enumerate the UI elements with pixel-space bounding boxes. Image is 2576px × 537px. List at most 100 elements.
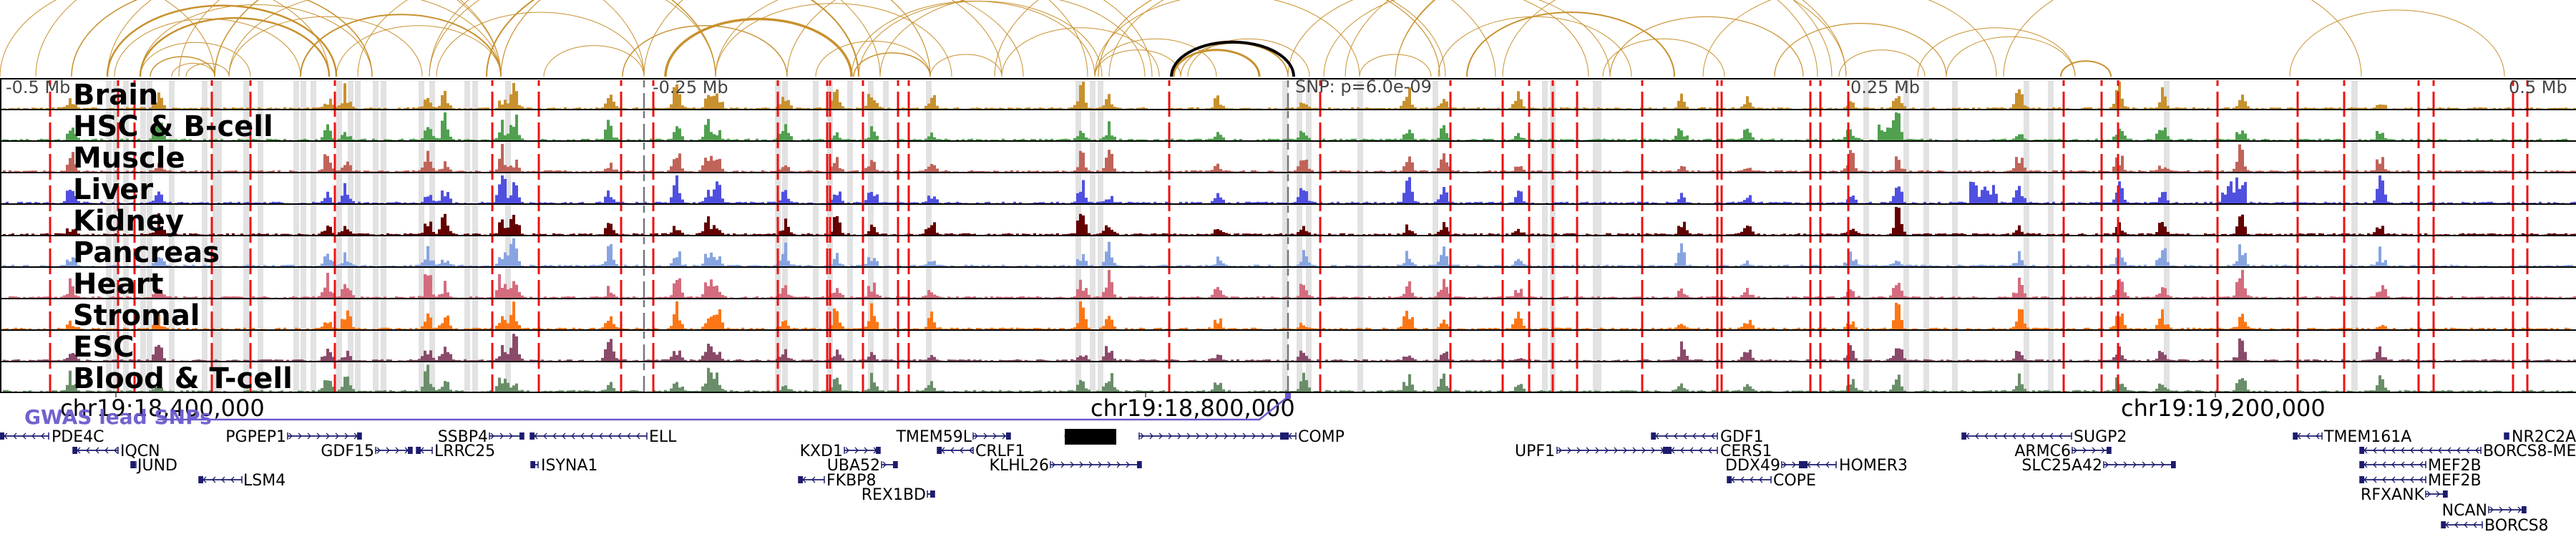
strand-forward-icon [499, 432, 504, 440]
coordinate-label-18400000: chr19:18,400,000 [60, 395, 265, 422]
gene-homer3[interactable]: HOMER3 [1802, 457, 1908, 475]
loop-arc [2289, 9, 2505, 77]
exon-block [2360, 461, 2364, 468]
gene-rex1bd[interactable]: REX1BD [862, 486, 935, 504]
strand-reverse-icon [2040, 432, 2044, 440]
exon-block [2293, 432, 2298, 440]
strand-forward-icon [376, 447, 381, 454]
gene-uba52[interactable]: UBA52 [827, 457, 898, 475]
gene-lsm4[interactable]: LSM4 [198, 472, 286, 490]
gene-fkbp8[interactable]: FKBP8 [798, 472, 876, 490]
gene-mef2b[interactable]: MEF2B [2359, 472, 2482, 490]
strand-reverse-icon [608, 432, 613, 440]
signal-track-brain [0, 82, 2576, 109]
strand-forward-icon [2101, 447, 2105, 454]
gene-crtc1[interactable]: CRTC1 [1063, 428, 1285, 446]
strand-reverse-icon [552, 432, 557, 440]
gene-crlf1[interactable]: CRLF1 [937, 442, 1025, 460]
strand-forward-icon [2499, 506, 2503, 513]
gene-gdf1[interactable]: GDF1 [1651, 428, 1764, 446]
strand-forward-icon [316, 432, 321, 440]
exon-block [408, 447, 412, 454]
loop-arc [114, 18, 301, 77]
gene-borcs8[interactable]: BORCS8 [2441, 517, 2549, 535]
strand-reverse-icon [1711, 432, 1715, 440]
strand-reverse-icon [1664, 432, 1669, 440]
gene-gdf15[interactable]: GDF15 [321, 442, 413, 460]
gene-ssbp4[interactable]: SSBP4 [438, 428, 525, 446]
axis-label-right: 0.5 Mb [2509, 77, 2567, 97]
signal-area [0, 301, 2576, 329]
gene-ddx49[interactable]: DDX49 [1725, 457, 1804, 475]
strand-forward-icon [344, 432, 348, 440]
strand-forward-icon [983, 432, 987, 440]
loop-arc [643, 0, 1088, 77]
loop-arc [1098, 0, 1440, 77]
gene-slc25a42[interactable]: SLC25A42 [2021, 457, 2176, 475]
loop-arc [1287, 0, 1589, 77]
strand-reverse-icon [2429, 447, 2433, 454]
gene-sugp2[interactable]: SUGP2 [1961, 428, 2127, 446]
gene-iqcn[interactable]: IQCN [72, 442, 160, 460]
exon-block [2360, 447, 2364, 454]
strand-forward-icon [1632, 447, 1636, 454]
strand-reverse-icon [1975, 432, 1979, 440]
gene-tmem161a[interactable]: TMEM161A [2293, 428, 2411, 446]
gene-upf1[interactable]: UPF1 [1515, 442, 1668, 460]
strand-reverse-icon [2438, 447, 2442, 454]
loop-arc [1774, 23, 1947, 77]
loop-arc [228, 0, 502, 77]
signal-area [0, 82, 2576, 109]
gene-nr2c2ap[interactable]: NR2C2AP [2504, 428, 2576, 446]
exon-block [2522, 506, 2526, 513]
gene-isyna1[interactable]: ISYNA1 [530, 457, 597, 475]
strand-reverse-icon [590, 432, 594, 440]
strand-forward-icon [974, 432, 978, 440]
loop-arc [715, 0, 1024, 77]
exon-block [531, 461, 535, 468]
strand-forward-icon [2114, 461, 2118, 468]
signal-track-hsc-b-cell [0, 112, 2576, 140]
gene-tmem59l[interactable]: TMEM59L [895, 428, 1011, 446]
gene-armc6[interactable]: ARMC6 [2014, 442, 2112, 460]
gene-rfxank[interactable]: RFXANK [2361, 486, 2448, 504]
coordinate-label-18800000: chr19:18,800,000 [1091, 395, 1295, 422]
gene-lrrc25[interactable]: LRRC25 [416, 442, 495, 460]
strand-forward-icon [1070, 461, 1074, 468]
strand-forward-icon [1233, 432, 1237, 440]
gene-borcs8-mef2b[interactable]: BORCS8-MEF2B [2359, 442, 2576, 460]
exon-block [937, 447, 942, 454]
gene-label: DDX49 [1725, 457, 1780, 475]
strand-forward-icon [2508, 506, 2512, 513]
loop-arc [171, 62, 215, 77]
gwas-snp-marker[interactable] [1285, 393, 1291, 399]
gene-pde4c[interactable]: PDE4C [0, 428, 104, 446]
strand-forward-icon [864, 447, 868, 454]
gene-jund[interactable]: JUND [130, 457, 177, 475]
strand-reverse-icon [22, 432, 26, 440]
gene-cers1[interactable]: CERS1 [1667, 442, 1772, 460]
strand-forward-icon [1586, 447, 1590, 454]
strand-reverse-icon [2419, 447, 2424, 454]
axis-label-mid-left: -0.25 Mb [653, 77, 728, 97]
gene-label: ISYNA1 [541, 457, 597, 475]
strand-reverse-icon [2466, 447, 2470, 454]
gene-kxd1[interactable]: KXD1 [800, 442, 881, 460]
strand-forward-icon [2092, 447, 2096, 454]
gene-ncan[interactable]: NCAN [2442, 502, 2527, 520]
loop-arc [429, 0, 1002, 77]
gene-label: CRLF1 [975, 442, 1025, 460]
strand-forward-icon [1060, 461, 1065, 468]
gene-ell[interactable]: ELL [530, 428, 677, 446]
strand-forward-icon [1623, 447, 1627, 454]
gene-mef2b[interactable]: MEF2B [2359, 457, 2482, 475]
strand-forward-icon [2426, 490, 2431, 498]
strand-reverse-icon [2410, 461, 2414, 468]
gene-pgpep1[interactable]: PGPEP1 [225, 428, 362, 446]
strand-reverse-icon [2391, 447, 2396, 454]
loop-arc [1173, 40, 1289, 77]
gene-cope[interactable]: COPE [1727, 472, 1816, 490]
gene-comp[interactable]: COMP [1284, 428, 1345, 446]
strand-reverse-icon [2410, 476, 2414, 483]
gene-klhl26[interactable]: KLHL26 [990, 457, 1142, 475]
